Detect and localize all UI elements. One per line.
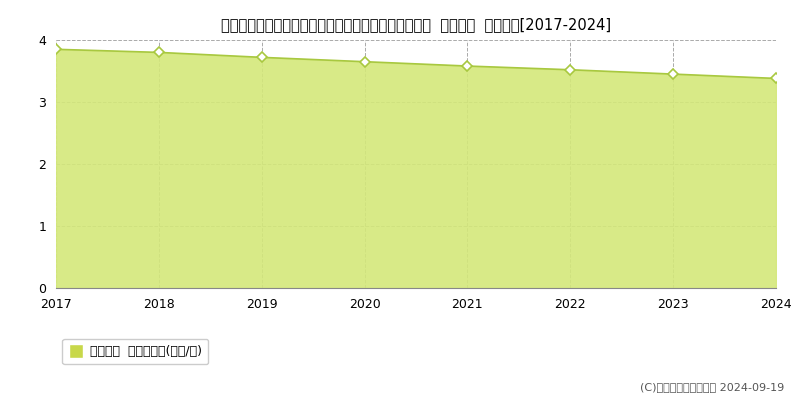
Legend: 基準地価  平均坪単価(万円/坪): 基準地価 平均坪単価(万円/坪) bbox=[62, 339, 208, 364]
Title: 栃木県塩谷郡塩谷町大字船生字向原２４９４番１０外  基準地価  地価推移[2017-2024]: 栃木県塩谷郡塩谷町大字船生字向原２４９４番１０外 基準地価 地価推移[2017-… bbox=[221, 17, 611, 32]
Text: (C)土地価格ドットコム 2024-09-19: (C)土地価格ドットコム 2024-09-19 bbox=[640, 382, 784, 392]
